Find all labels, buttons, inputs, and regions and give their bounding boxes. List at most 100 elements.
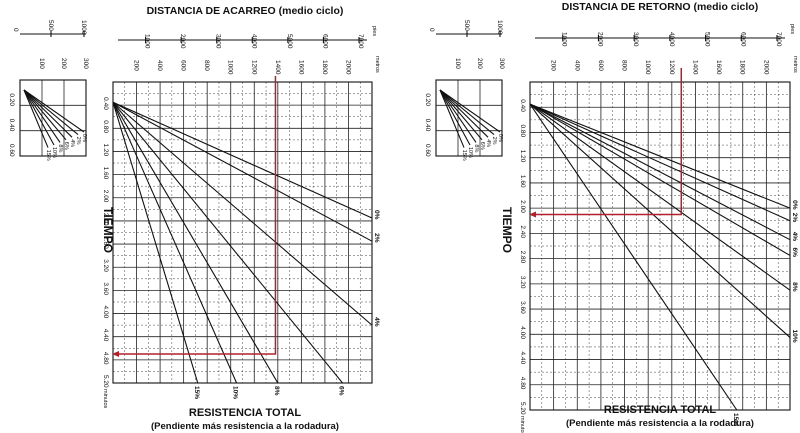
inset-series-line [439, 89, 477, 143]
meters-tick-label: 1600 [715, 60, 722, 75]
inset-series-label: 6% [479, 142, 485, 150]
series-line [529, 103, 791, 241]
feet-tick-label: 1000 [561, 32, 568, 47]
meters-tick-label: 200 [133, 60, 140, 71]
feet-tick-label: 5000 [286, 34, 293, 49]
time-tick-label: 3.20 [519, 276, 526, 289]
time-axis-label: TIEMPO [101, 207, 115, 253]
meters-tick-label: 1200 [668, 60, 675, 75]
meters-tick-label: 2000 [762, 60, 769, 75]
inset-feet-tick-label: 0 [428, 28, 435, 32]
inset-time-tick-label: 0.40 [424, 119, 431, 132]
inset-series-line [23, 89, 55, 146]
time-axis-label: TIEMPO [500, 207, 514, 253]
meters-tick-label: 1400 [274, 60, 281, 75]
series-label: 4% [791, 232, 798, 242]
series-line [112, 101, 343, 384]
feet-tick-label: 2000 [596, 32, 603, 47]
inset-series-label: 0% [81, 134, 87, 142]
meters-tick-label: 800 [621, 60, 628, 71]
time-tick-label: 0.80 [102, 120, 109, 133]
inset-series-line [23, 89, 73, 138]
feet-tick-label: 6000 [739, 32, 746, 47]
time-tick-label: 2.80 [519, 251, 526, 264]
inset-series-label: 2% [491, 137, 497, 145]
feet-tick-label: 5000 [704, 32, 711, 47]
time-tick-label: 2.40 [519, 225, 526, 238]
meters-tick-label: 800 [203, 60, 210, 71]
series-line [112, 101, 373, 326]
inset-series-line [439, 89, 489, 138]
meters-tick-label: 1400 [691, 60, 698, 75]
plot-frame [529, 81, 791, 411]
time-tick-label: 1.60 [102, 167, 109, 180]
inset-meters-tick-label: 200 [476, 58, 483, 69]
time-tick-label: 2.80 [102, 236, 109, 249]
series-label: 15% [193, 386, 200, 399]
inset-time-tick-label: 0.40 [8, 119, 15, 132]
meters-tick-label: 1000 [644, 60, 651, 75]
return-distance-chart: DISTANCIA DE RETORNO (medio ciclo) 1000 20… [424, 1, 798, 433]
inset-series-line [439, 89, 495, 136]
inset-series-line [439, 89, 471, 146]
series-line [112, 102, 199, 384]
inset-meters-tick-label: 200 [60, 58, 67, 69]
example-route-line [532, 68, 683, 216]
feet-tick-label: 6000 [321, 34, 328, 49]
series-line [529, 103, 791, 338]
series-label: 10% [791, 329, 798, 342]
feet-tick-label: 1000 [144, 34, 151, 49]
feet-tick-label: 3000 [215, 34, 222, 49]
time-tick-label: 1.60 [519, 175, 526, 188]
time-tick-label: 5.20 [102, 375, 109, 388]
time-unit-label: minutos [102, 389, 108, 409]
inset-series-label: 6% [63, 142, 69, 150]
time-tick-label: 4.80 [519, 377, 526, 390]
series-label: 6% [338, 386, 345, 396]
inset-time-tick-label: 0.20 [424, 93, 431, 106]
feet-unit-label: pies [371, 26, 377, 36]
inset-feet-tick-label: 500 [47, 20, 54, 31]
meters-unit-label: metros [374, 56, 380, 73]
time-unit-label: minutos [519, 416, 525, 433]
time-tick-label: 4.40 [102, 329, 109, 342]
feet-unit-label: pies [789, 24, 795, 34]
haul-distance-chart: DISTANCIA DE ACARREO (medio ciclo) 1000 20… [8, 5, 380, 432]
example-route-line [115, 76, 277, 355]
time-tick-label: 3.60 [102, 282, 109, 295]
time-tick-label: 1.20 [102, 143, 109, 156]
inset-time-tick-label: 0.60 [424, 144, 431, 157]
inset-series-label: 10% [467, 147, 473, 158]
meters-tick-label: 2000 [344, 60, 351, 75]
x-axis-sublabel: (Pendiente más resistencia a la rodadura… [151, 421, 339, 432]
inset-series-label: 4% [69, 139, 75, 147]
inset-series-line [23, 89, 61, 143]
time-tick-label: 4.40 [519, 352, 526, 365]
inset-frame [19, 79, 87, 157]
example-route-arrowhead [529, 211, 536, 218]
x-axis-sublabel: (Pendiente más resistencia a la rodadura… [566, 418, 754, 429]
chart-title: DISTANCIA DE ACARREO (medio ciclo) [147, 5, 344, 17]
time-tick-label: 3.20 [102, 259, 109, 272]
inset-time-tick-label: 0.60 [8, 144, 15, 157]
chart-title: DISTANCIA DE RETORNO (medio ciclo) [562, 1, 758, 13]
series-label: 2% [791, 213, 798, 223]
inset-series-label: 8% [57, 144, 63, 152]
series-label: 0% [791, 200, 798, 210]
series-line [112, 101, 373, 219]
series-line [529, 103, 738, 411]
inset-frame [435, 79, 503, 157]
feet-tick-label: 7000 [357, 34, 364, 49]
x-axis-label: RESISTENCIA TOTAL [189, 407, 302, 419]
feet-tick-label: 7000 [775, 32, 782, 47]
inset-meters-tick-label: 100 [38, 58, 45, 69]
meters-tick-label: 600 [597, 60, 604, 71]
series-label: 8% [791, 282, 798, 292]
inset-series-line [439, 89, 465, 148]
time-tick-label: 2.00 [102, 190, 109, 203]
series-line [529, 103, 791, 222]
time-tick-label: 0.40 [102, 97, 109, 110]
series-label: 6% [791, 247, 798, 257]
feet-tick-label: 4000 [668, 32, 675, 47]
inset-series-label: 4% [485, 139, 491, 147]
